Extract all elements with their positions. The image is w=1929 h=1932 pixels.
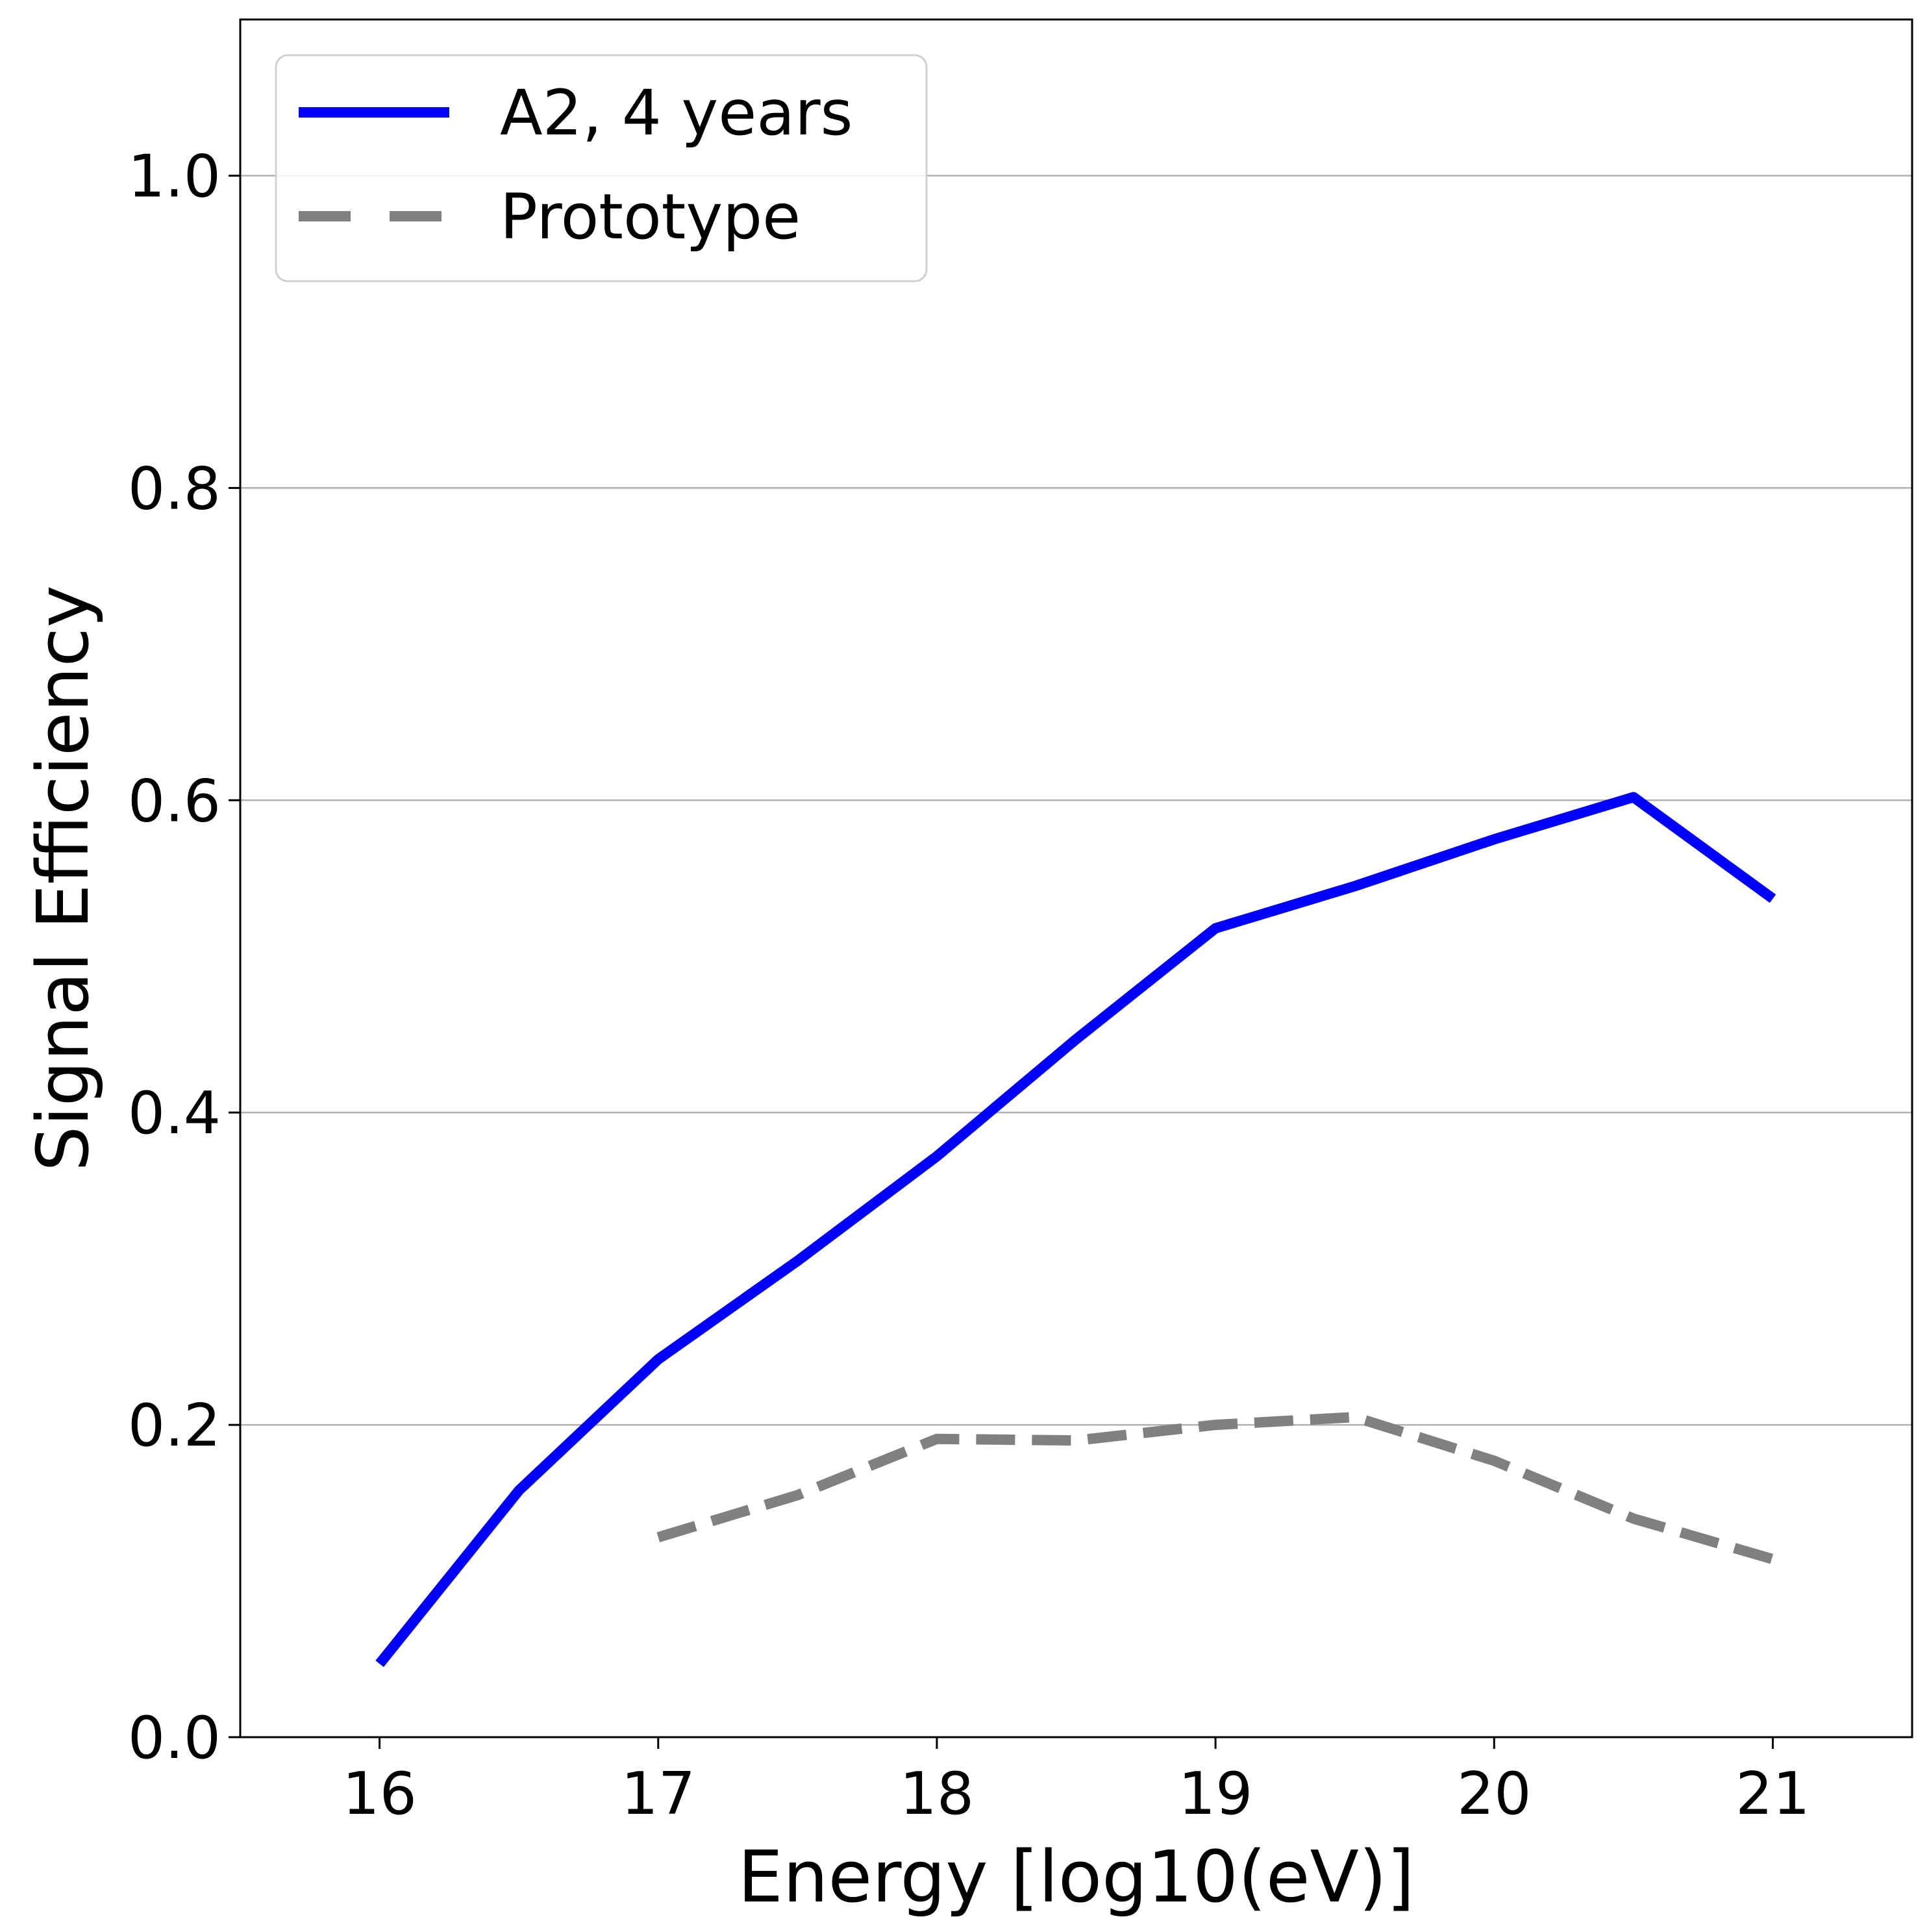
y-tick-label: 0.8 xyxy=(128,455,221,523)
y-tick-label: 1.0 xyxy=(128,142,221,210)
y-tick-label: 0.0 xyxy=(128,1704,221,1772)
gridlines xyxy=(240,175,1912,1426)
series-line-0 xyxy=(375,792,1776,1668)
legend-label-1: Prototype xyxy=(500,181,801,253)
x-tick-label: 20 xyxy=(1457,1760,1532,1828)
y-tick-label: 0.2 xyxy=(128,1392,221,1460)
series-line-1 xyxy=(656,1412,1774,1564)
legend: A2, 4 years Prototype xyxy=(275,54,928,282)
plot-area-frame xyxy=(239,18,1913,1738)
y-axis-label: Signal Efficiency xyxy=(21,585,105,1172)
x-axis-ticks: 16 17 18 19 20 21 xyxy=(342,1737,1810,1828)
x-tick-label: 16 xyxy=(342,1760,417,1828)
x-tick-label: 18 xyxy=(900,1760,975,1828)
legend-label-0: A2, 4 years xyxy=(500,77,853,149)
y-axis-ticks: 0.0 0.2 0.4 0.6 0.8 1.0 xyxy=(128,142,240,1772)
y-tick-label: 0.6 xyxy=(128,767,221,835)
x-tick-label: 17 xyxy=(621,1760,695,1828)
x-tick-label: 21 xyxy=(1736,1760,1810,1828)
x-tick-label: 19 xyxy=(1178,1760,1253,1828)
y-tick-label: 0.4 xyxy=(128,1079,221,1148)
x-axis-label: Energy [log10(eV)] xyxy=(738,1835,1414,1918)
series-lines xyxy=(375,792,1776,1668)
